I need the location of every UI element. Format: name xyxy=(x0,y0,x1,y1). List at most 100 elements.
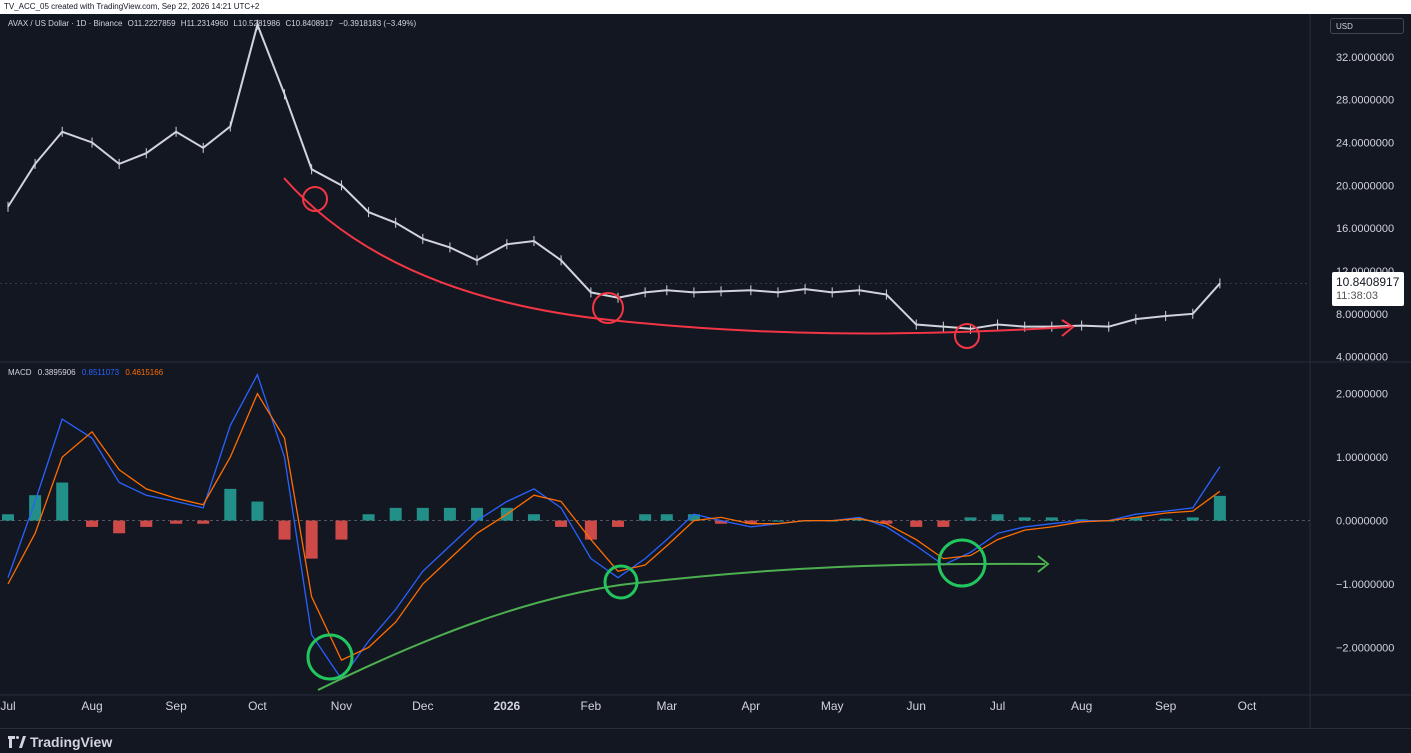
price-pane: 32.0000000 28.0000000 24.0000000 20.0000000… xyxy=(0,19,1394,364)
macd-histogram-bar xyxy=(771,520,784,522)
macd-histogram-bar xyxy=(1075,519,1088,521)
green-circle-3 xyxy=(937,538,987,588)
macd-histogram-bar xyxy=(471,507,484,521)
annotations xyxy=(283,177,1075,691)
change-value: −0.3918183 (−3.49%) xyxy=(338,19,417,28)
macd-histogram-bar xyxy=(86,520,99,527)
macd-histogram-bar xyxy=(29,495,42,521)
macd-histogram-bar xyxy=(335,520,348,540)
time-axis-label: Jun xyxy=(907,699,926,713)
price-tick-label: 24.0000000 xyxy=(1336,137,1394,149)
green-trend-curve xyxy=(317,562,1046,691)
macd-histogram-bar xyxy=(1159,518,1172,521)
macd-legend[interactable]: MACD 0.3895906 0.8511073 0.4615166 xyxy=(8,368,167,377)
price-tick-label: 16.0000000 xyxy=(1336,223,1394,235)
macd-histogram-bar xyxy=(2,514,14,521)
red-circle-1 xyxy=(302,186,328,212)
red-trend-curve xyxy=(283,177,1071,335)
macd-histogram-bar xyxy=(660,514,673,521)
tradingview-logo-icon xyxy=(8,736,26,748)
tradingview-logo[interactable]: TradingView xyxy=(8,734,112,750)
red-circle-3 xyxy=(954,323,980,349)
red-arrow-head xyxy=(1061,319,1075,337)
price-tick-label: 28.0000000 xyxy=(1336,95,1394,107)
macd-histogram-bar xyxy=(853,519,866,521)
time-axis-label: Oct xyxy=(1238,699,1257,713)
time-axis-label: May xyxy=(821,699,844,713)
macd-histogram-bar xyxy=(715,520,728,524)
bar-countdown: 11:38:03 xyxy=(1336,290,1379,302)
price-tick-label: 20.0000000 xyxy=(1336,180,1394,192)
time-axis-label: Jul xyxy=(0,699,15,713)
macd-histogram-bar xyxy=(251,501,264,521)
macd-signal-value: 0.4615166 xyxy=(125,368,164,377)
macd-histogram-bar xyxy=(113,520,126,534)
time-axis-label: 2026 xyxy=(494,699,521,713)
macd-histogram-bar xyxy=(937,520,950,527)
price-tick-label: 4.0000000 xyxy=(1336,352,1388,364)
time-axis-label: Dec xyxy=(412,699,433,713)
price-tick-label: 8.0000000 xyxy=(1336,309,1388,321)
macd-histogram-bar xyxy=(880,520,893,524)
macd-tick-label: −1.0000000 xyxy=(1336,579,1394,591)
green-circle-1 xyxy=(306,633,354,681)
time-axis-label: Sep xyxy=(1155,699,1177,713)
open-value: O11.2227859 xyxy=(127,19,176,28)
close-value: C10.8408917 xyxy=(285,19,334,28)
macd-histogram-bar xyxy=(1018,517,1031,521)
macd-histogram-bar xyxy=(278,520,291,540)
macd-histogram-bar xyxy=(584,520,597,540)
macd-histogram-bar xyxy=(140,520,153,527)
time-axis-label: Mar xyxy=(656,699,677,713)
time-axis-label: Aug xyxy=(81,699,102,713)
macd-histogram-bar xyxy=(527,514,540,521)
price-line xyxy=(7,21,1221,330)
macd-histogram-bar xyxy=(416,507,429,521)
macd-tick-label: 2.0000000 xyxy=(1336,389,1388,401)
macd-histogram-bar xyxy=(687,514,700,521)
macd-histogram-bar xyxy=(305,520,318,559)
macd-histogram-bar xyxy=(639,514,652,521)
last-price-value: 10.8408917 xyxy=(1336,275,1400,289)
time-axis-label: Apr xyxy=(742,699,761,713)
macd-histogram-bar xyxy=(612,520,625,527)
macd-histogram-bar xyxy=(1045,517,1058,521)
red-circle-2 xyxy=(592,292,624,324)
macd-histogram-bar xyxy=(1213,495,1226,521)
macd-histogram-bar xyxy=(56,482,69,521)
last-price-label: 10.8408917 11:38:03 xyxy=(1332,272,1404,306)
currency-button[interactable]: USD xyxy=(1330,18,1404,34)
macd-histogram-bar xyxy=(910,520,923,527)
macd-tick-label: 0.0000000 xyxy=(1336,516,1388,528)
macd-histogram-bar xyxy=(362,514,375,521)
macd-tick-label: −2.0000000 xyxy=(1336,642,1394,654)
macd-histogram-bar xyxy=(170,520,183,524)
macd-pane: 2.0000000 1.0000000 0.0000000 −1.0000000 −2.… xyxy=(0,373,1394,681)
footer: TradingView xyxy=(0,728,1411,753)
macd-histogram-bar xyxy=(443,507,456,521)
high-value: H11.2314960 xyxy=(180,19,229,28)
macd-line-value: 0.8511073 xyxy=(81,368,120,377)
macd-histogram-bar xyxy=(1186,517,1199,521)
macd-histogram-bar xyxy=(964,517,977,521)
symbol-name[interactable]: AVAX / US Dollar · 1D · Binance xyxy=(8,19,123,28)
time-axis-label: Feb xyxy=(581,699,602,713)
macd-histogram-bar xyxy=(389,507,402,521)
time-axis-label: Nov xyxy=(331,699,352,713)
macd-histogram-bar xyxy=(991,514,1004,521)
low-value: L10.5281986 xyxy=(233,19,281,28)
price-tick-label: 32.0000000 xyxy=(1336,52,1394,64)
green-circle-2 xyxy=(603,564,639,600)
macd-histogram-bar xyxy=(197,520,210,524)
macd-histogram-bar xyxy=(744,520,757,524)
macd-hist-value: 0.3895906 xyxy=(37,368,76,377)
macd-histogram-bar xyxy=(1129,517,1142,521)
time-axis-label: Aug xyxy=(1071,699,1092,713)
signal-line xyxy=(7,392,1221,661)
time-axis-label: Sep xyxy=(165,699,187,713)
brand-name: TradingView xyxy=(30,734,113,750)
macd-line xyxy=(7,373,1221,681)
macd-label[interactable]: MACD xyxy=(8,368,32,377)
symbol-legend[interactable]: AVAX / US Dollar · 1D · Binance O11.2227… xyxy=(8,19,419,28)
time-axis: Jul Aug Sep Oct Nov Dec 2026 Feb Mar Apr May Jun Jul… xyxy=(0,699,1257,713)
